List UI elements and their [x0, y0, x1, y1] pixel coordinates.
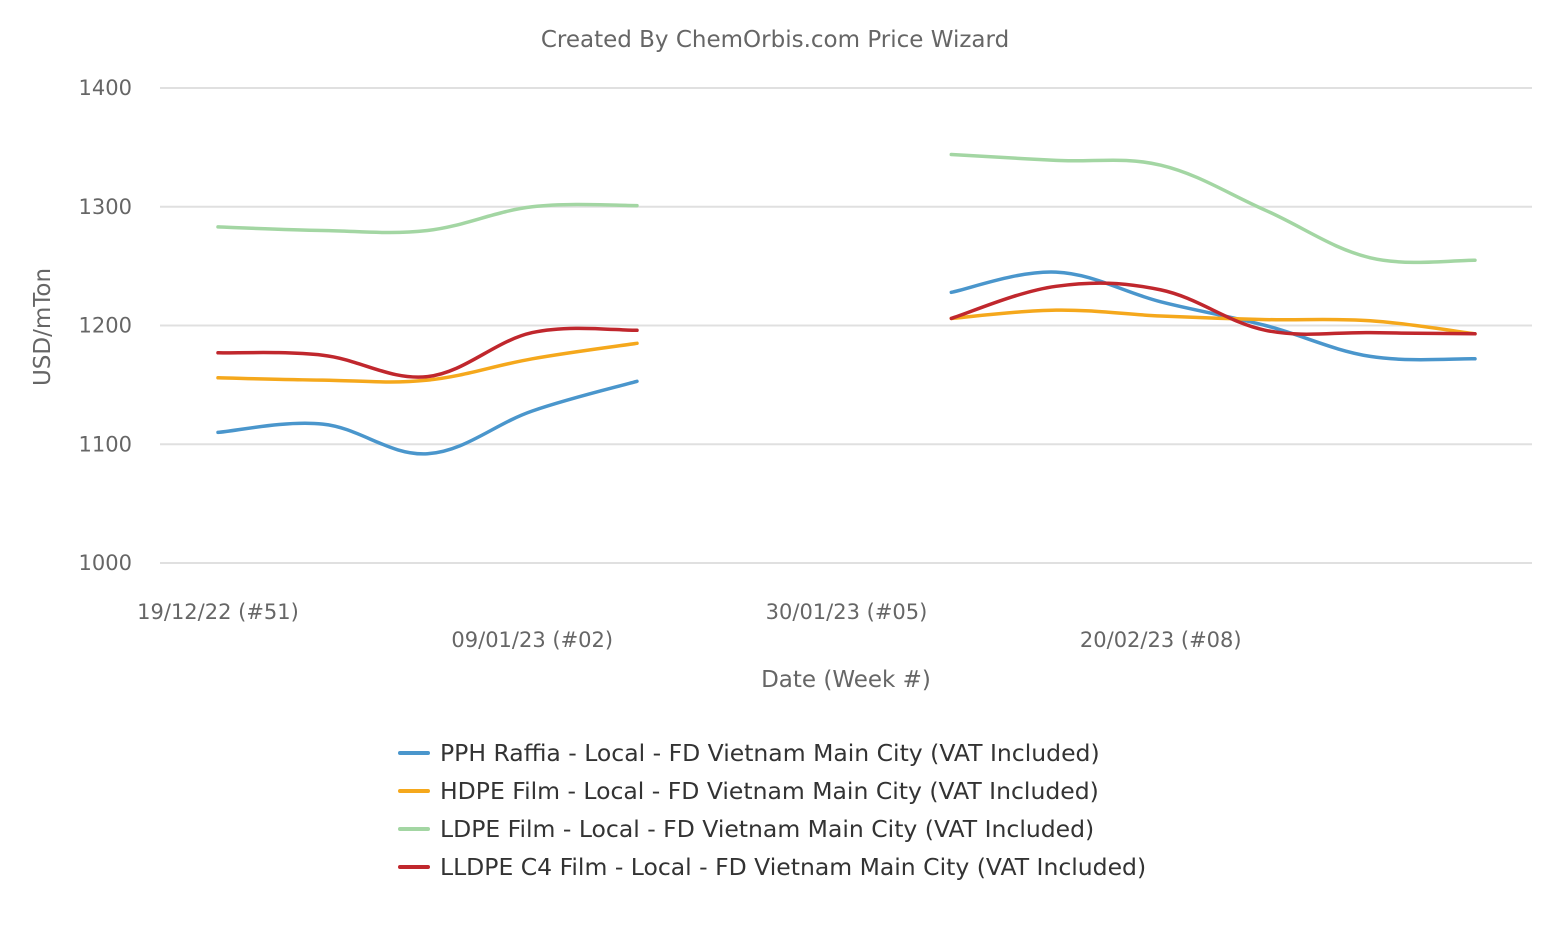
series-line-4	[949, 281, 1477, 336]
legend-label: HDPE Film - Local - FD Vietnam Main City…	[440, 777, 1099, 805]
legend-label: LLDPE C4 Film - Local - FD Vietnam Main …	[440, 853, 1146, 881]
series-line-1	[216, 379, 639, 456]
x-tick-label: 20/02/23 (#08)	[1080, 628, 1242, 652]
x-tick-labels: 19/12/22 (#51) 09/01/23 (#02) 30/01/23 (#0…	[137, 600, 1241, 652]
legend-item-3[interactable]: LDPE Film - Local - FD Vietnam Main City…	[398, 815, 1094, 843]
series-line-3	[216, 202, 639, 235]
legend-label: PPH Raffia - Local - FD Vietnam Main Cit…	[440, 739, 1100, 767]
series-line-2	[216, 341, 639, 384]
y-tick-label: 1300	[79, 195, 132, 219]
y-tick-label: 1200	[79, 314, 132, 338]
y-tick-label: 1400	[79, 76, 132, 100]
x-tick-label: 19/12/22 (#51)	[137, 600, 299, 624]
y-tick-label: 1000	[79, 551, 132, 575]
legend-item-4[interactable]: LLDPE C4 Film - Local - FD Vietnam Main …	[398, 853, 1146, 881]
series-line-2	[949, 308, 1477, 336]
legend-label: LDPE Film - Local - FD Vietnam Main City…	[440, 815, 1094, 843]
chart-title: Created By ChemOrbis.com Price Wizard	[541, 27, 1009, 53]
series-lines	[216, 152, 1477, 456]
y-axis-label: USD/mTon	[30, 268, 56, 386]
x-tick-label: 09/01/23 (#02)	[451, 628, 613, 652]
y-tick-label: 1100	[79, 432, 132, 456]
x-axis-label: Date (Week #)	[761, 667, 931, 693]
legend[interactable]: PPH Raffia - Local - FD Vietnam Main Cit…	[398, 739, 1146, 881]
y-tick-labels: 1000 1100 1200 1300 1400	[79, 76, 132, 575]
x-tick-label: 30/01/23 (#05)	[766, 600, 928, 624]
series-line-1	[949, 270, 1477, 362]
series-line-4	[216, 326, 639, 379]
legend-item-1[interactable]: PPH Raffia - Local - FD Vietnam Main Cit…	[398, 739, 1100, 767]
legend-item-2[interactable]: HDPE Film - Local - FD Vietnam Main City…	[398, 777, 1099, 805]
y-gridlines	[160, 87, 1532, 564]
series-line-3	[949, 152, 1477, 265]
